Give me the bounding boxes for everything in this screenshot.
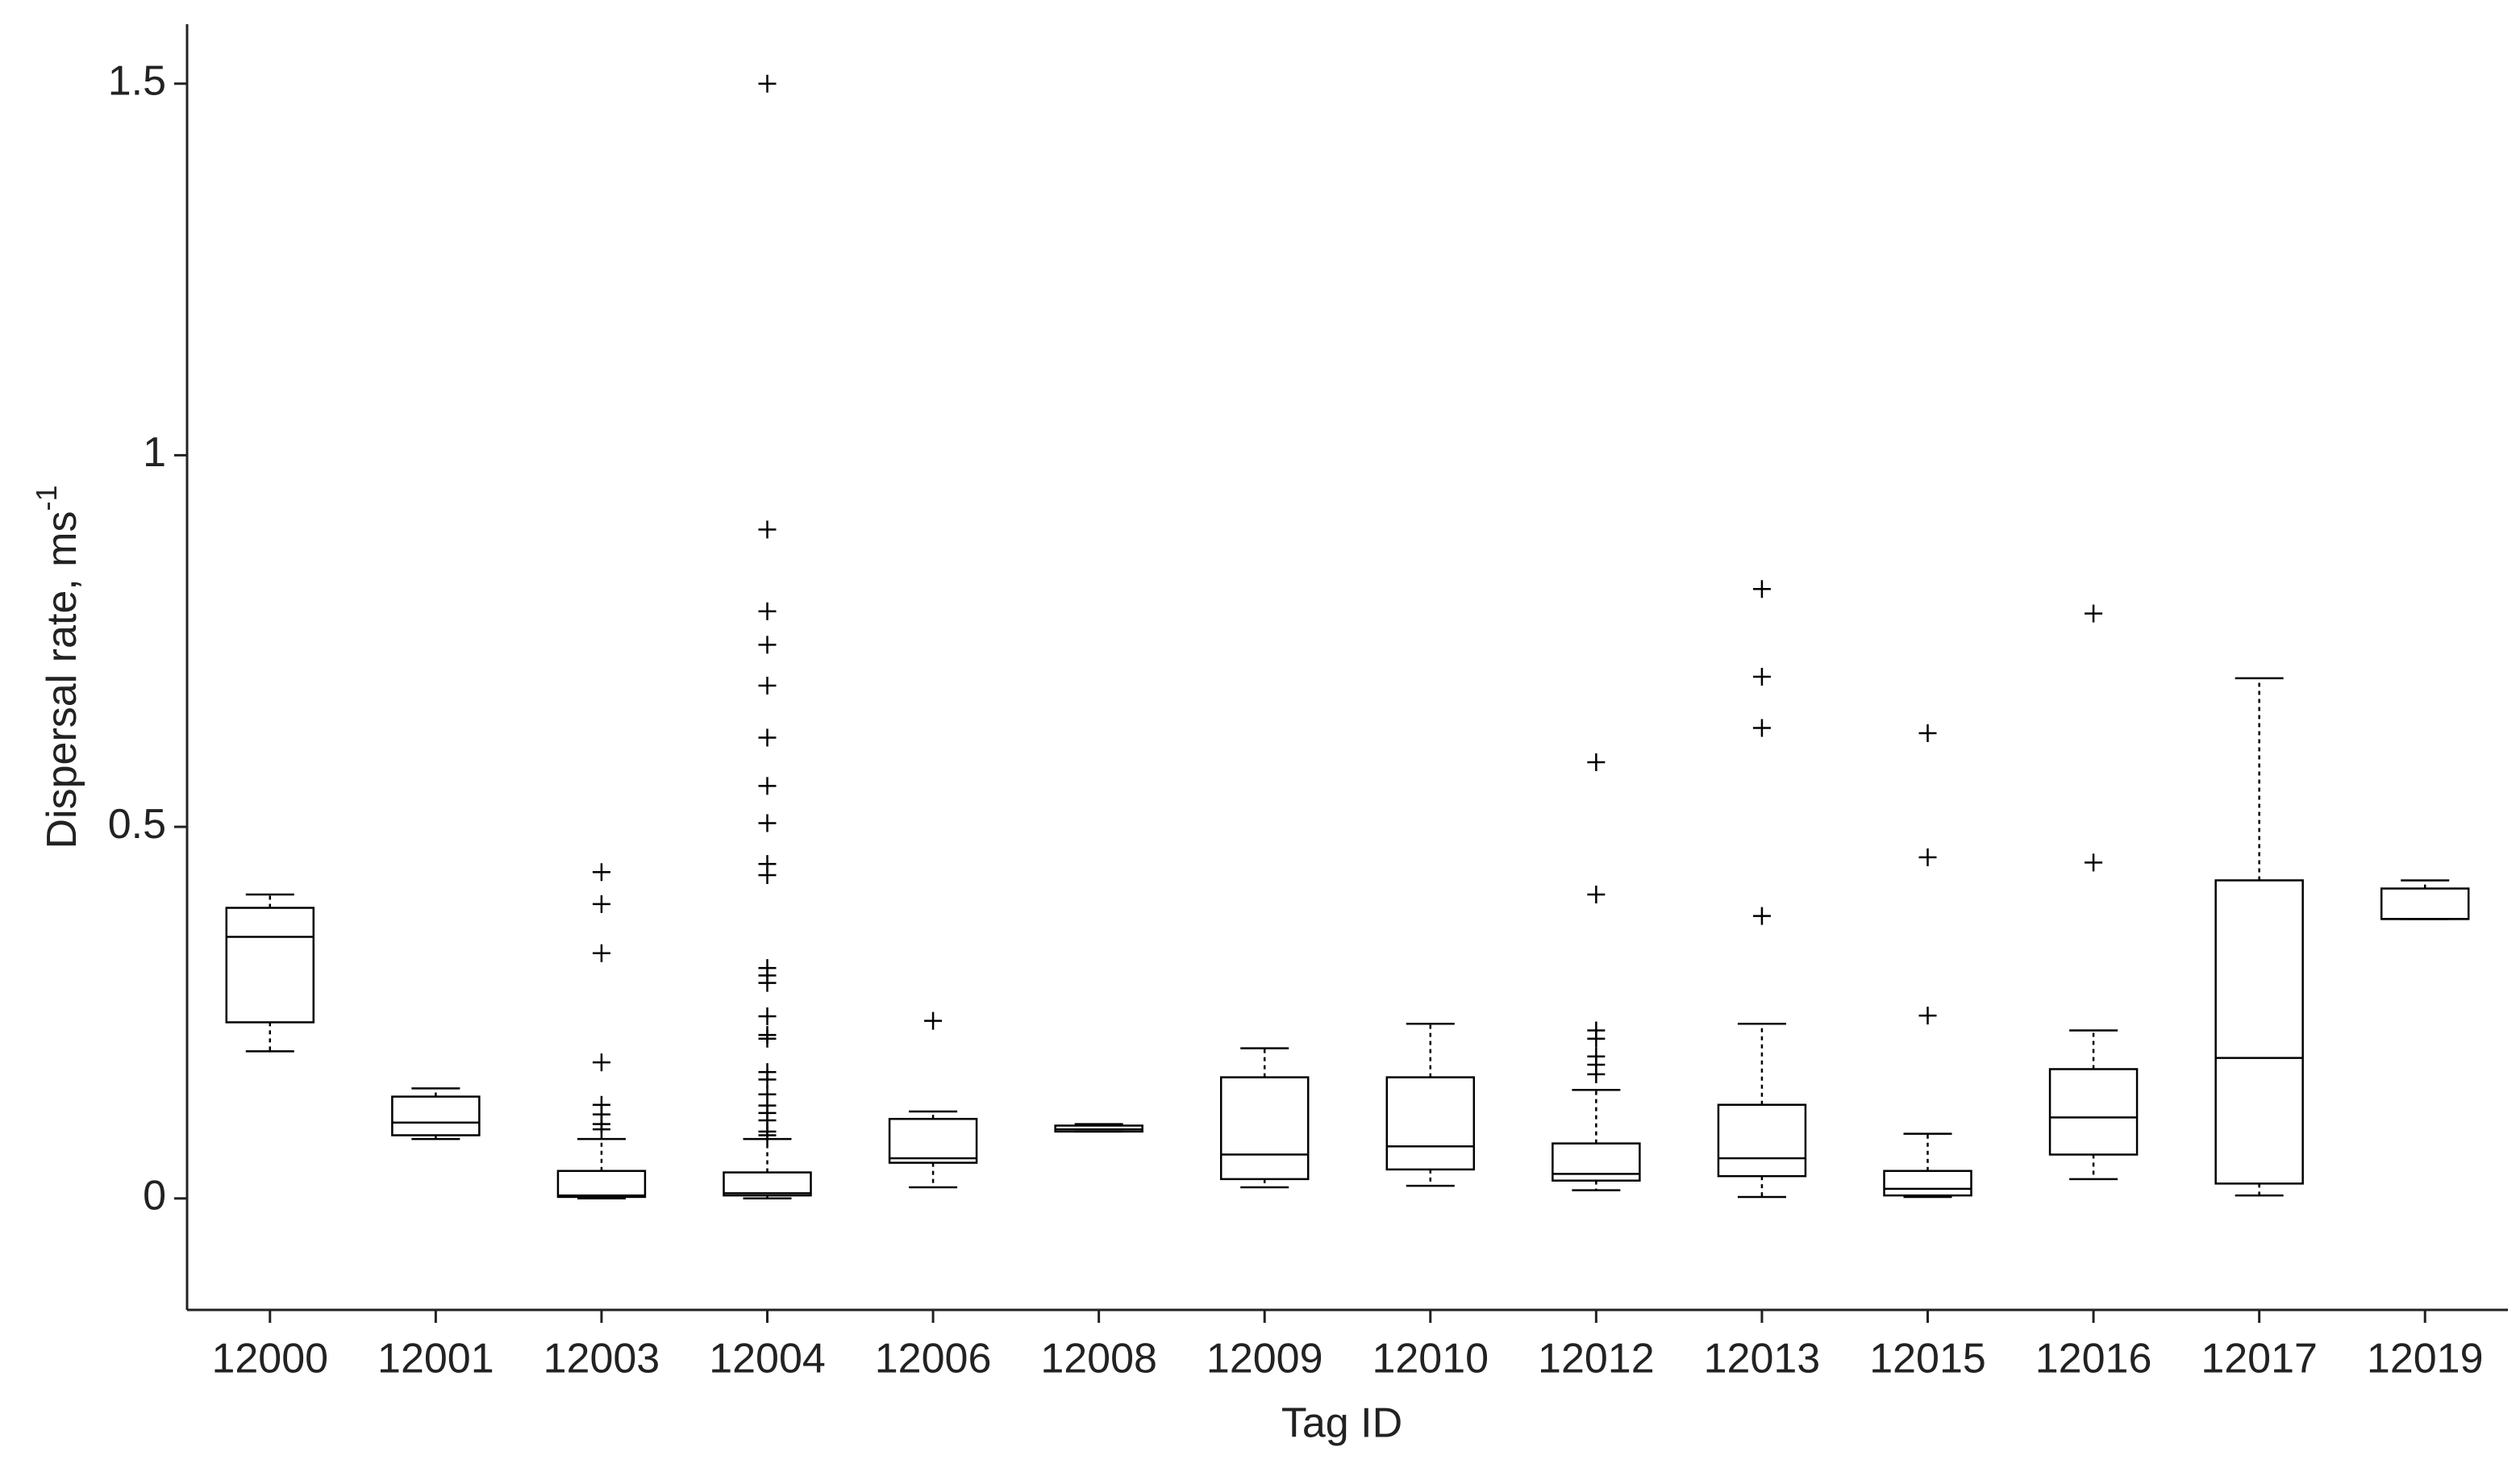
outlier — [2085, 604, 2103, 623]
outlier — [1587, 885, 1606, 903]
box — [723, 1171, 812, 1197]
box — [225, 907, 315, 1024]
box — [556, 1170, 647, 1199]
x-tick-label: 12009 — [1206, 1336, 1323, 1383]
outlier — [758, 677, 777, 695]
outlier — [758, 974, 777, 992]
y-tick-label: 1.5 — [108, 57, 166, 104]
outlier — [758, 1126, 777, 1145]
x-tick-label: 12016 — [2035, 1336, 2152, 1383]
outlier — [924, 1011, 943, 1030]
box — [2214, 879, 2304, 1185]
outlier — [758, 865, 777, 884]
box — [2048, 1068, 2139, 1156]
outlier — [758, 602, 777, 620]
x-tick-label: 12019 — [2367, 1336, 2484, 1383]
x-tick-label: 12004 — [709, 1336, 826, 1383]
outlier — [1587, 1029, 1606, 1048]
y-axis-label: Dispersal rate, ms-1 — [30, 485, 85, 849]
outlier — [592, 895, 610, 913]
outlier — [758, 1029, 777, 1048]
x-tick-label: 12006 — [875, 1336, 992, 1383]
x-tick-label: 12015 — [1869, 1336, 1986, 1383]
x-tick-label: 12000 — [211, 1336, 328, 1383]
outlier — [1752, 667, 1771, 686]
outlier — [1587, 753, 1606, 771]
x-tick-label: 12003 — [544, 1336, 660, 1383]
x-tick-label: 12008 — [1040, 1336, 1157, 1383]
x-tick-label: 12012 — [1538, 1336, 1655, 1383]
outlier — [592, 944, 610, 962]
outlier — [758, 74, 777, 93]
box — [888, 1117, 978, 1164]
x-tick-label: 12010 — [1372, 1336, 1489, 1383]
outlier — [758, 1007, 777, 1026]
outlier — [758, 1070, 777, 1089]
x-tick-label: 12001 — [377, 1336, 494, 1383]
box — [1552, 1142, 1641, 1182]
outlier — [758, 777, 777, 795]
box — [391, 1095, 481, 1136]
outlier — [1587, 1065, 1606, 1083]
outlier — [1918, 848, 1937, 866]
box — [1219, 1076, 1310, 1181]
box — [1717, 1103, 1807, 1178]
y-tick-label: 0 — [143, 1173, 166, 1220]
x-tick-label: 12017 — [2201, 1336, 2318, 1383]
box — [1883, 1170, 1972, 1197]
outlier — [1918, 1007, 1937, 1025]
y-tick-label: 0.5 — [108, 801, 166, 848]
y-axis-label-superscript: -1 — [30, 485, 63, 511]
outlier — [758, 636, 777, 654]
outlier — [1918, 724, 1937, 743]
y-axis-label-text: Dispersal rate, ms — [39, 511, 85, 849]
x-axis-label: Tag ID — [1281, 1400, 1402, 1447]
outlier — [758, 520, 777, 539]
outlier — [758, 728, 777, 747]
outlier — [1752, 719, 1771, 737]
outlier — [592, 863, 610, 882]
outlier — [2085, 853, 2103, 872]
box — [1385, 1076, 1476, 1171]
outlier — [592, 1120, 610, 1139]
y-tick-label: 1 — [143, 429, 166, 476]
outlier — [1752, 580, 1771, 598]
outlier — [592, 1053, 610, 1072]
x-tick-label: 12013 — [1704, 1336, 1821, 1383]
outlier — [1752, 907, 1771, 925]
outlier — [758, 814, 777, 832]
